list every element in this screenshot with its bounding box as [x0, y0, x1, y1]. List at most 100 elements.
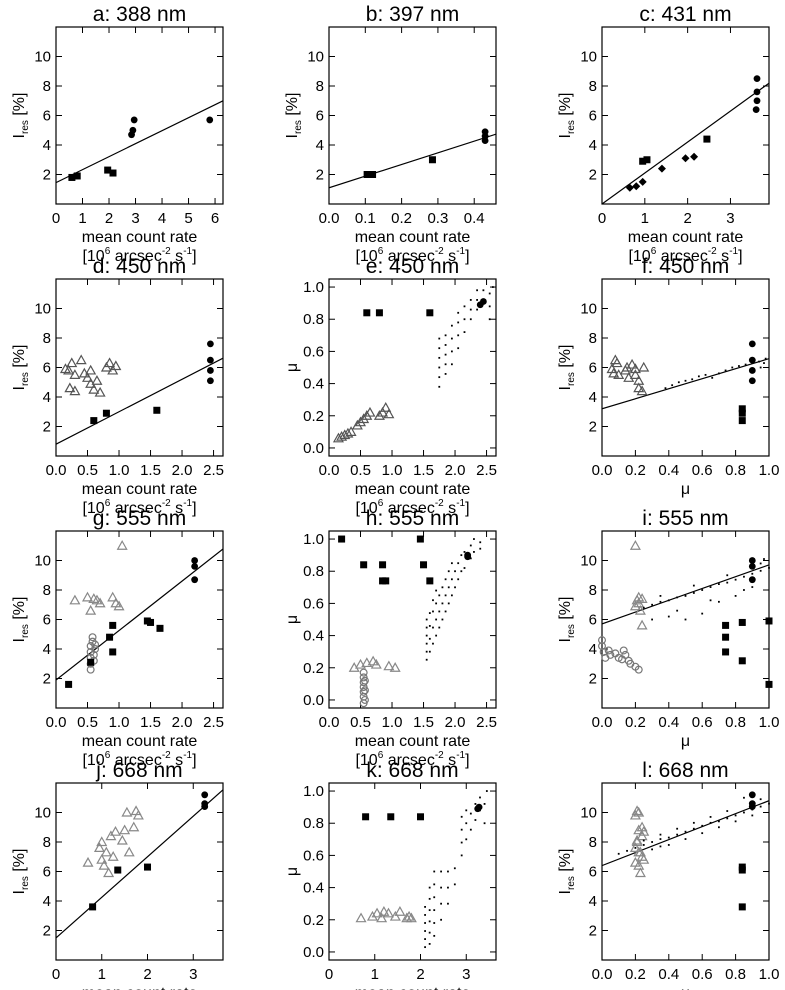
point-triangle [608, 367, 620, 378]
point-open-circle [359, 678, 368, 687]
point-dot [433, 870, 436, 873]
panel-k: k: 668 nm 0 1 2 3 0.0 0.2 0.4 0.6 0.8 1.0 mean coun… [284, 759, 497, 990]
x-axis-units: [106 arcsec-2 s-1] [628, 246, 742, 265]
y-tick-label: 10 [34, 49, 51, 66]
y-label-part: [%] [557, 849, 574, 877]
point-dot [474, 803, 477, 805]
point-dot [692, 821, 695, 824]
point-dot [441, 602, 444, 605]
y-label-part: [%] [11, 345, 28, 373]
y-tick-label: 6 [589, 360, 597, 377]
point-dot [453, 867, 456, 870]
panel-d: d: 450 nm 0.0 0.5 1.0 1.5 2.0 2.5 2 4 6 8 10 mean co… [11, 255, 224, 517]
point-open-circle [360, 695, 369, 704]
point-triangle [354, 416, 367, 427]
y-label-part: I [557, 638, 574, 642]
point-triangle [373, 410, 385, 420]
panel-title: k: 668 nm [366, 759, 458, 782]
point-triangle [81, 372, 94, 382]
point-triangle [63, 364, 75, 375]
point-dot [425, 658, 428, 661]
y-tick-label: 10 [580, 49, 597, 66]
point-dot [667, 615, 670, 618]
point-triangle [364, 406, 376, 417]
y-label-sub: res [20, 372, 31, 386]
fit-line [602, 358, 769, 410]
panel-g: g: 555 nm 0.0 0.5 1.0 1.5 2.0 2.5 2 4 6 8 10 mean co… [11, 507, 224, 769]
point-dot [438, 366, 441, 369]
point-dot [428, 650, 431, 653]
point-circle [475, 803, 483, 811]
point-triangle [107, 851, 119, 861]
point-square [643, 156, 651, 164]
y-tick-label: 6 [43, 360, 51, 377]
x-units-part: arcsec [110, 248, 162, 265]
y-label-sub: res [293, 120, 304, 134]
point-dot [469, 557, 472, 560]
point-triangle [355, 912, 367, 923]
y-label-sub: res [20, 120, 31, 134]
point-dot [759, 798, 762, 801]
x-tick-label: 0 [598, 210, 606, 227]
y-tick-label: 0.4 [303, 376, 324, 393]
point-square [102, 409, 110, 417]
point-triangle [69, 369, 81, 379]
panel-title: a: 388 nm [93, 3, 186, 26]
x-axis-label: mean count rate [355, 229, 471, 246]
plot-frame [601, 26, 770, 205]
x-units-part: ] [465, 248, 469, 265]
point-square [369, 171, 377, 178]
x-units-part: ] [192, 248, 196, 265]
x-units-sup: 6 [378, 498, 384, 509]
x-units-part: arcsec [383, 752, 435, 769]
point-dot [482, 289, 485, 292]
point-triangle [104, 357, 116, 368]
point-diamond [638, 177, 647, 186]
point-dot [479, 809, 481, 812]
point-triangle [636, 385, 648, 396]
y-label-part: μ [284, 867, 301, 876]
point-dot [763, 362, 765, 364]
x-axis-units: [106 arcsec-2 s-1] [82, 750, 196, 769]
y-tick-label: 10 [34, 301, 51, 318]
x-tick-label: 0.1 [355, 210, 376, 227]
x-tick-label: 0.4 [464, 210, 485, 227]
x-axis-units: [106 arcsec-2 s-1] [355, 246, 469, 265]
point-dot [718, 372, 720, 375]
x-tick-label: 0.0 [46, 714, 67, 731]
x-axis-label: mean count rate [355, 985, 471, 990]
point-triangle [96, 836, 108, 847]
point-dot [684, 838, 687, 840]
point-dot [701, 612, 704, 615]
point-dot [476, 289, 478, 292]
point-square [428, 156, 436, 164]
point-triangle [123, 846, 135, 857]
panel-title: j: 668 nm [95, 759, 182, 782]
point-square [738, 863, 746, 871]
x-units-sup: -1 [729, 246, 738, 257]
point-triangle [103, 867, 115, 878]
point-dot [684, 595, 687, 597]
y-label-part: μ [284, 615, 301, 624]
point-dot [709, 816, 712, 818]
point-dot [428, 637, 431, 640]
x-units-sup: 6 [105, 750, 111, 761]
point-dot [726, 810, 729, 812]
point-dot [659, 845, 662, 848]
point-dot [684, 379, 687, 382]
point-dot [424, 906, 426, 908]
x-axis-label: mean count rate [82, 481, 198, 498]
point-dot [438, 347, 441, 350]
point-circle [748, 563, 756, 570]
x-axis-label: mean count rate [82, 229, 198, 246]
y-label-part: I [284, 134, 301, 138]
x-units-sup: -1 [456, 750, 465, 761]
point-circle [753, 75, 761, 83]
point-dot [634, 847, 637, 849]
y-tick-label: 6 [316, 108, 324, 125]
point-square [104, 166, 112, 174]
point-dot [701, 832, 704, 835]
x-tick-label: 2 [105, 210, 113, 227]
point-dot [460, 554, 463, 557]
